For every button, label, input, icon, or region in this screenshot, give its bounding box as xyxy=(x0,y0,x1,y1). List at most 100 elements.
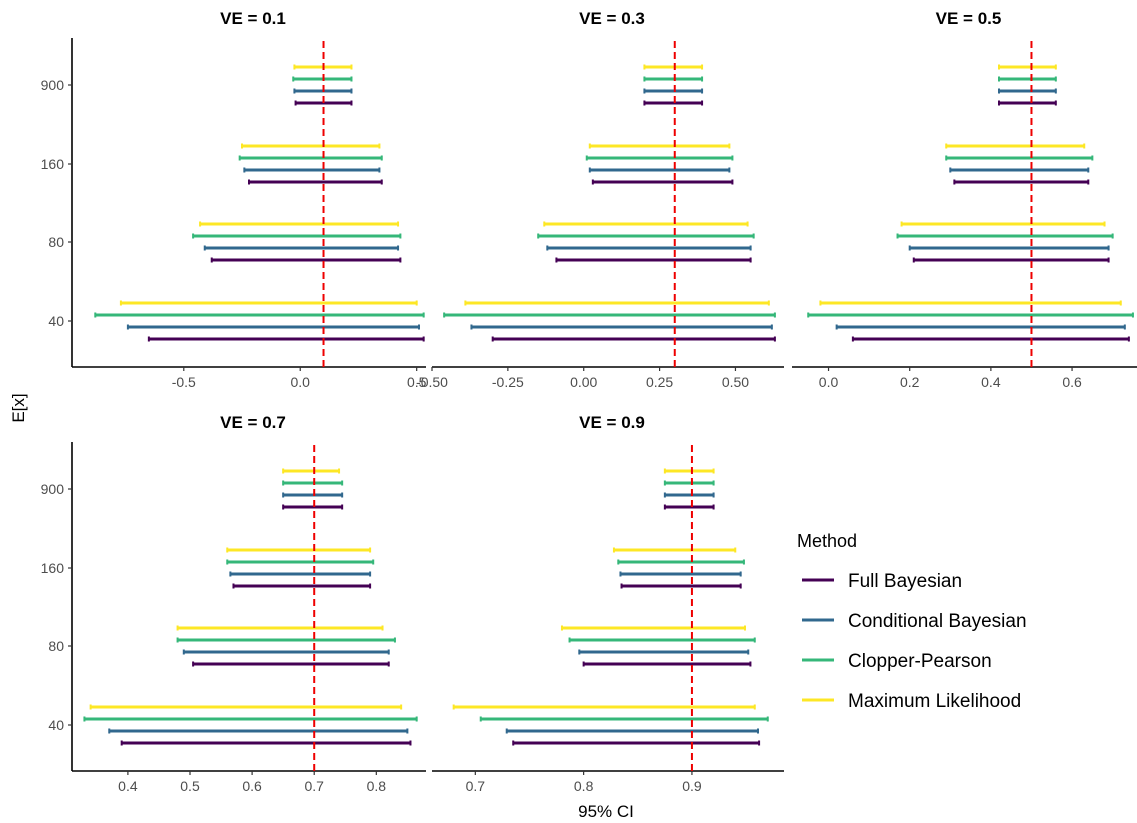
interval-full-bayesian-80 xyxy=(210,257,402,263)
interval-maximum-likelihood-80 xyxy=(560,625,747,631)
chart-panels: VE = 0.1 -0.5 0.0 0.5 40 80 160 900 VE = 0.3 -0.5… xyxy=(41,9,1137,794)
panel-title: VE = 0.3 xyxy=(579,9,645,28)
interval-full-bayesian-80 xyxy=(555,257,752,263)
interval-conditional-bayesian-40 xyxy=(108,728,409,734)
interval-full-bayesian-40 xyxy=(851,336,1130,342)
interval-conditional-bayesian-80 xyxy=(546,245,752,251)
legend-item-conditional-bayesian: Conditional Bayesian xyxy=(802,611,1027,632)
interval-maximum-likelihood-40 xyxy=(464,300,770,306)
x-tick-label: 0.00 xyxy=(570,374,597,390)
interval-conditional-bayesian-160 xyxy=(619,571,742,577)
x-tick-label: 0.4 xyxy=(981,374,1001,390)
interval-maximum-likelihood-80 xyxy=(176,625,384,631)
interval-maximum-likelihood-900 xyxy=(643,64,704,70)
x-tick-label: 0.5 xyxy=(180,778,200,794)
y-tick-label: 900 xyxy=(41,481,65,497)
legend-label: Full Bayesian xyxy=(848,571,962,592)
interval-clopper-pearson-900 xyxy=(998,76,1057,82)
x-tick-label: 0.7 xyxy=(466,778,486,794)
y-tick-label: 160 xyxy=(41,156,65,172)
x-tick-label: 0.0 xyxy=(291,374,311,390)
interval-conditional-bayesian-40 xyxy=(835,324,1126,330)
interval-conditional-bayesian-80 xyxy=(182,649,390,655)
legend-item-clopper-pearson: Clopper-Pearson xyxy=(802,651,992,672)
interval-full-bayesian-40 xyxy=(512,740,761,746)
interval-maximum-likelihood-80 xyxy=(900,221,1106,227)
legend-label: Maximum Likelihood xyxy=(848,691,1021,712)
x-tick-label: -0.50 xyxy=(416,374,448,390)
interval-clopper-pearson-80 xyxy=(896,233,1114,239)
y-tick-label: 900 xyxy=(41,77,65,93)
x-tick-label: 0.5 xyxy=(407,374,427,390)
interval-full-bayesian-160 xyxy=(248,179,383,185)
interval-full-bayesian-40 xyxy=(120,740,412,746)
interval-conditional-bayesian-80 xyxy=(203,245,400,251)
x-tick-label: -0.5 xyxy=(172,374,196,390)
panel-ve-0-5: VE = 0.5 0.0 0.2 0.4 0.6 xyxy=(792,9,1137,390)
x-tick-label: -0.25 xyxy=(492,374,524,390)
y-tick-label: 160 xyxy=(41,560,65,576)
interval-maximum-likelihood-40 xyxy=(89,704,403,710)
x-tick-label: 0.2 xyxy=(900,374,920,390)
x-tick-label: 0.7 xyxy=(304,778,324,794)
panel-title: VE = 0.1 xyxy=(220,9,286,28)
interval-clopper-pearson-900 xyxy=(282,480,344,486)
interval-conditional-bayesian-80 xyxy=(908,245,1110,251)
interval-full-bayesian-160 xyxy=(953,179,1090,185)
interval-maximum-likelihood-900 xyxy=(998,64,1057,70)
interval-maximum-likelihood-40 xyxy=(819,300,1122,306)
interval-maximum-likelihood-900 xyxy=(663,468,715,474)
interval-full-bayesian-80 xyxy=(582,661,752,667)
interval-maximum-likelihood-160 xyxy=(241,143,381,149)
interval-clopper-pearson-80 xyxy=(537,233,755,239)
interval-clopper-pearson-900 xyxy=(663,480,715,486)
interval-clopper-pearson-160 xyxy=(945,155,1094,161)
interval-conditional-bayesian-900 xyxy=(643,88,704,94)
x-tick-label: 0.6 xyxy=(1062,374,1082,390)
interval-full-bayesian-80 xyxy=(912,257,1110,263)
x-tick-label: 0.25 xyxy=(646,374,673,390)
interval-clopper-pearson-40 xyxy=(94,312,425,318)
panel-ve-0-3: VE = 0.3 -0.50 -0.25 0.00 0.25 0.50 xyxy=(416,9,784,390)
y-axis-title: E[x] xyxy=(9,393,28,422)
interval-clopper-pearson-900 xyxy=(292,76,353,82)
panel-title: VE = 0.7 xyxy=(220,413,286,432)
x-tick-label: 0.8 xyxy=(367,778,387,794)
interval-clopper-pearson-40 xyxy=(83,716,418,722)
interval-conditional-bayesian-900 xyxy=(663,492,715,498)
y-tick-label: 80 xyxy=(48,638,64,654)
interval-full-bayesian-80 xyxy=(192,661,390,667)
interval-maximum-likelihood-40 xyxy=(119,300,418,306)
panel-title: VE = 0.5 xyxy=(936,9,1002,28)
interval-clopper-pearson-160 xyxy=(238,155,383,161)
x-tick-label: 0.8 xyxy=(574,778,594,794)
x-tick-label: 0.9 xyxy=(682,778,702,794)
interval-maximum-likelihood-80 xyxy=(543,221,749,227)
interval-conditional-bayesian-40 xyxy=(505,728,760,734)
y-tick-label: 40 xyxy=(48,313,64,329)
interval-full-bayesian-40 xyxy=(147,336,425,342)
interval-conditional-bayesian-160 xyxy=(949,167,1090,173)
legend: Method Full Bayesian Conditional Bayesian… xyxy=(797,531,1027,712)
interval-clopper-pearson-40 xyxy=(807,312,1134,318)
interval-clopper-pearson-160 xyxy=(617,559,745,565)
panel-title: VE = 0.9 xyxy=(579,413,645,432)
legend-item-maximum-likelihood: Maximum Likelihood xyxy=(802,691,1021,712)
legend-item-full-bayesian: Full Bayesian xyxy=(802,571,962,592)
interval-conditional-bayesian-40 xyxy=(126,324,421,330)
interval-full-bayesian-160 xyxy=(620,583,742,589)
interval-maximum-likelihood-40 xyxy=(452,704,756,710)
interval-full-bayesian-900 xyxy=(998,100,1057,106)
interval-clopper-pearson-160 xyxy=(226,559,375,565)
interval-full-bayesian-40 xyxy=(491,336,776,342)
interval-maximum-likelihood-160 xyxy=(945,143,1086,149)
x-axis-title: 95% CI xyxy=(578,802,634,821)
x-tick-label: 0.0 xyxy=(819,374,839,390)
interval-clopper-pearson-80 xyxy=(176,637,396,643)
interval-full-bayesian-900 xyxy=(663,504,715,510)
interval-full-bayesian-160 xyxy=(591,179,734,185)
interval-conditional-bayesian-80 xyxy=(578,649,750,655)
x-tick-label: 0.50 xyxy=(722,374,749,390)
interval-clopper-pearson-80 xyxy=(192,233,402,239)
